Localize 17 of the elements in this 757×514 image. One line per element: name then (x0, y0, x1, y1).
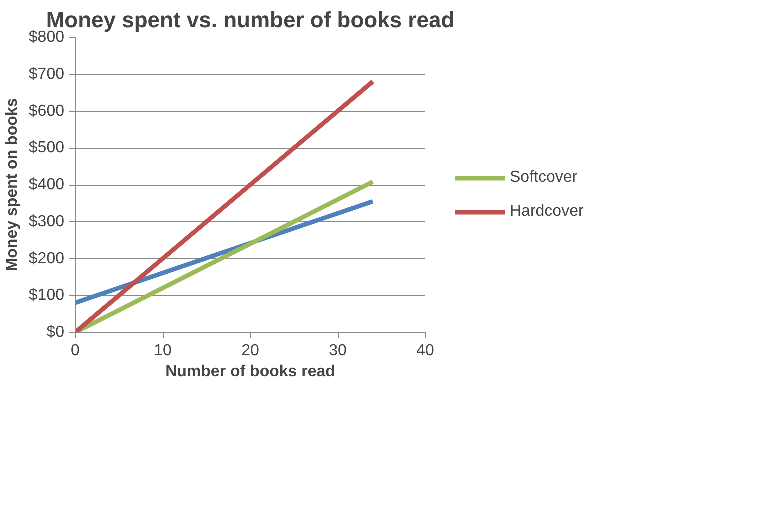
y-tick-label: $400 (28, 176, 65, 194)
y-axis-title: Money spent on books (4, 98, 21, 272)
legend-label: Hardcover (510, 203, 584, 221)
y-tick-label: $700 (28, 66, 65, 83)
legend-label: Softcover (510, 169, 578, 187)
x-tick-label: 20 (242, 342, 260, 360)
y-tick-label: $200 (28, 250, 65, 268)
x-tick-label: 40 (416, 342, 434, 360)
x-tick-label: 30 (329, 342, 347, 360)
y-tick-label: $600 (28, 102, 65, 120)
x-tick-label: 0 (71, 342, 80, 360)
y-tick-label: $500 (28, 140, 65, 157)
x-axis-title: Number of books read (166, 364, 336, 380)
y-tick-label: $300 (28, 213, 65, 230)
x-tick-label: 10 (154, 342, 172, 360)
y-tick-label: $0 (46, 324, 65, 341)
y-tick-label: $100 (28, 287, 65, 304)
